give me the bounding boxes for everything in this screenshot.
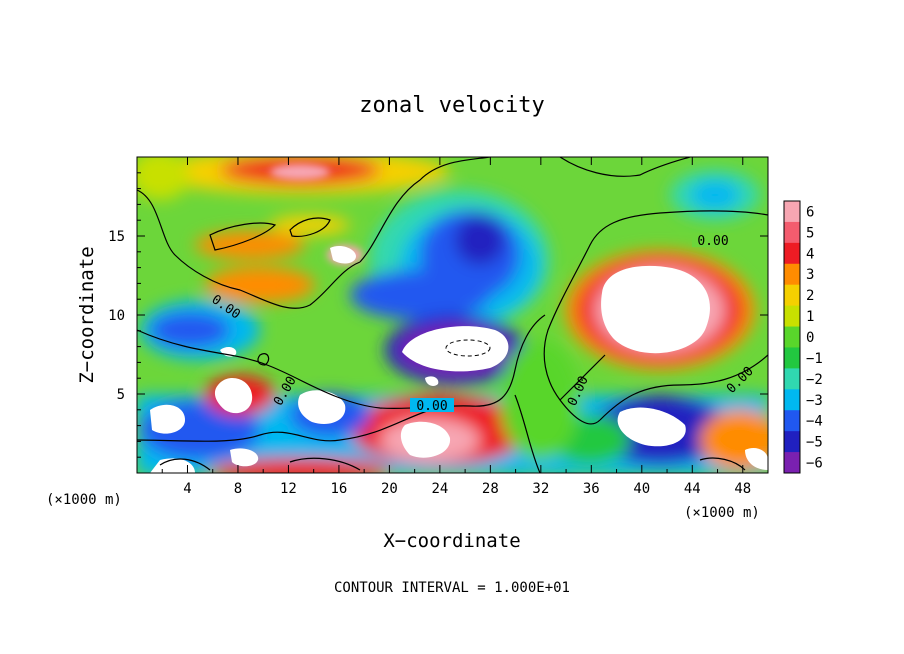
colorbar-label: 5 <box>806 225 814 241</box>
colorbar-swatch <box>784 242 800 265</box>
colorbar-label: 4 <box>806 246 814 262</box>
x-tick-label: 48 <box>734 481 751 497</box>
colorbar-swatch <box>784 410 800 432</box>
colorbar-swatch <box>784 431 800 453</box>
colorbar-swatch <box>784 305 800 328</box>
colorbar-label: 2 <box>806 288 814 304</box>
colorbar-swatch <box>784 221 800 244</box>
colorbar-label: −1 <box>806 351 823 367</box>
colorbar-label: 0 <box>806 330 814 346</box>
colorbar-swatch <box>784 201 800 223</box>
colorbar-label: −4 <box>806 414 823 430</box>
x-tick-label: 24 <box>431 481 448 497</box>
colorbar-label: 6 <box>806 204 814 220</box>
x-tick-label: 8 <box>234 481 242 497</box>
colorbar-label: −6 <box>806 456 823 472</box>
x-tick-label: 12 <box>280 481 297 497</box>
x-tick-label: 40 <box>633 481 650 497</box>
y-tick-label: 15 <box>108 229 125 245</box>
y-tick-label: 5 <box>117 387 125 403</box>
colorbar-label: −3 <box>806 393 823 409</box>
contour-label: 0.00 <box>697 234 728 249</box>
x-tick-label: 20 <box>381 481 398 497</box>
colorbar: 6 5 4 3 2 1 0 −1 −2 −3 −4 −5 −6 <box>783 200 823 474</box>
colorbar-swatch <box>784 452 800 474</box>
contour-label: 0.00 <box>416 399 447 414</box>
y-axis: 5 10 15 <box>108 172 768 458</box>
x-tick-label: 32 <box>532 481 549 497</box>
x-tick-label: 36 <box>583 481 600 497</box>
negative-contours <box>445 339 491 357</box>
x-tick-label: 28 <box>482 481 499 497</box>
x-tick-label: 16 <box>330 481 347 497</box>
colorbar-swatch <box>784 389 800 411</box>
heatmap-field <box>137 157 768 473</box>
footer-note: CONTOUR INTERVAL = 1.000E+01 <box>334 580 570 596</box>
x-unit-right: (×1000 m) <box>684 505 760 521</box>
colorbar-label: 3 <box>806 267 814 283</box>
colorbar-label: −5 <box>806 435 823 451</box>
x-tick-label: 44 <box>684 481 701 497</box>
colorbar-swatch <box>784 368 800 390</box>
x-tick-label: 4 <box>183 481 191 497</box>
colorbar-swatch <box>784 284 800 307</box>
x-axis-label: X−coordinate <box>383 530 520 552</box>
colorbar-label: −2 <box>806 372 823 388</box>
y-tick-label: 10 <box>108 308 125 324</box>
chart-title: zonal velocity <box>359 93 544 118</box>
colorbar-label: 1 <box>806 309 814 325</box>
colorbar-swatch <box>784 347 800 369</box>
y-axis-label: Z−coordinate <box>76 246 98 383</box>
contour-lines <box>137 157 768 473</box>
x-unit-left: (×1000 m) <box>46 492 122 508</box>
saturated-regions <box>150 245 768 473</box>
colorbar-swatch <box>784 326 800 348</box>
colorbar-frame <box>783 200 801 474</box>
colorbar-swatch <box>784 263 800 286</box>
x-axis: 4 8 12 16 20 24 28 32 36 40 44 48 <box>161 157 751 497</box>
